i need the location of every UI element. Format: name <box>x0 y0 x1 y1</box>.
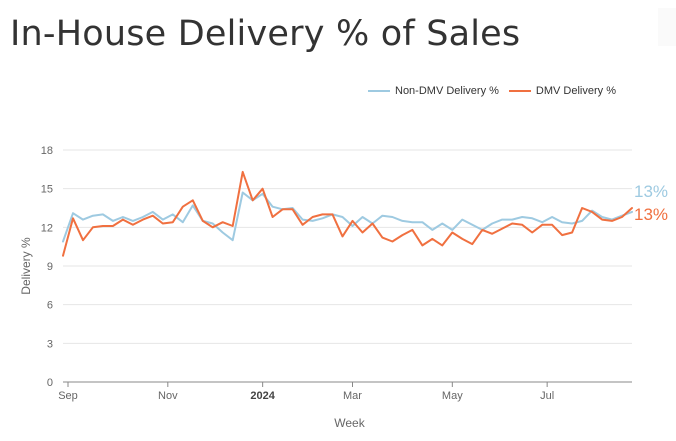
y-tick-label: 9 <box>47 261 53 273</box>
series-line-dmv <box>62 170 633 257</box>
legend-swatch-non-dmv <box>368 90 390 92</box>
x-tick-label: Sep <box>58 390 78 402</box>
x-tick-label: May <box>442 390 463 402</box>
x-axis-title: Week <box>334 416 365 430</box>
x-tick-label: Mar <box>343 390 362 402</box>
y-axis-title: Delivery % <box>19 237 33 295</box>
end-label-dmv: 13% <box>634 205 668 224</box>
legend-label-dmv: DMV Delivery % <box>535 85 616 97</box>
y-tick-label: 15 <box>41 184 53 196</box>
y-tick-label: 6 <box>47 300 53 312</box>
y-tick-label: 18 <box>41 145 53 157</box>
y-tick-label: 0 <box>47 377 53 389</box>
legend-swatch-dmv <box>508 90 531 92</box>
x-tick-label: Nov <box>158 390 178 402</box>
y-tick-label: 12 <box>41 222 53 234</box>
chart-title: In-House Delivery % of Sales <box>10 14 521 54</box>
series-line-non-dmv <box>62 191 633 243</box>
legend: Non-DMV Delivery % DMV Delivery % <box>368 85 616 97</box>
legend-item-non-dmv[interactable]: Non-DMV Delivery % <box>368 85 499 97</box>
x-tick-label: Jul <box>540 390 554 402</box>
corner-panel <box>658 8 676 46</box>
end-label-non-dmv: 13% <box>634 182 668 201</box>
legend-item-dmv[interactable]: DMV Delivery % <box>508 85 616 97</box>
x-tick-label: 2024 <box>250 390 275 402</box>
y-tick-label: 3 <box>47 338 53 350</box>
legend-label-non-dmv: Non-DMV Delivery % <box>395 85 499 97</box>
